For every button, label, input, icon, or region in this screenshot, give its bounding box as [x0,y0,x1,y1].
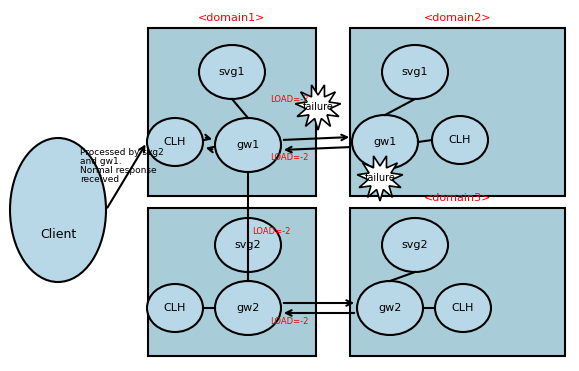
Ellipse shape [352,115,418,169]
Ellipse shape [432,116,488,164]
Text: CLH: CLH [449,135,471,145]
Bar [148,28,316,196]
Text: failure: failure [365,173,395,183]
Text: <domain2>: <domain2> [424,13,491,23]
Text: CLH: CLH [164,303,186,313]
Ellipse shape [215,218,281,272]
Ellipse shape [199,45,265,99]
Ellipse shape [382,45,448,99]
Ellipse shape [10,138,106,282]
Text: <domain1>: <domain1> [199,13,266,23]
Text: svg2: svg2 [234,240,261,250]
Text: gw1: gw1 [373,137,397,147]
Text: svg1: svg1 [219,67,245,77]
Ellipse shape [215,118,281,172]
Text: Processed by svg2: Processed by svg2 [80,148,164,157]
Polygon shape [295,85,341,130]
Text: svg1: svg1 [402,67,428,77]
Text: received: received [80,175,119,184]
Text: CLH: CLH [164,137,186,147]
Bar [350,28,565,196]
Text: <domain3>: <domain3> [424,193,491,203]
Ellipse shape [147,284,203,332]
Polygon shape [357,156,403,201]
Ellipse shape [357,281,423,335]
Text: LOAD=-2: LOAD=-2 [270,154,309,162]
Text: gw2: gw2 [236,303,260,313]
Ellipse shape [215,281,281,335]
Text: svg2: svg2 [402,240,428,250]
Text: Client: Client [40,229,76,242]
Bar [148,208,316,356]
Text: Normal response: Normal response [80,166,157,175]
Text: gw1: gw1 [236,140,259,150]
Bar [350,208,565,356]
Ellipse shape [147,118,203,166]
Text: gw2: gw2 [378,303,402,313]
Text: LOAD=-2: LOAD=-2 [252,227,291,236]
Text: LOAD=-2: LOAD=-2 [270,95,309,105]
Text: CLH: CLH [452,303,474,313]
Text: and gw1.: and gw1. [80,157,122,166]
Text: LOAD=-2: LOAD=-2 [270,318,309,326]
Ellipse shape [382,218,448,272]
Ellipse shape [435,284,491,332]
Text: failure: failure [303,102,334,112]
